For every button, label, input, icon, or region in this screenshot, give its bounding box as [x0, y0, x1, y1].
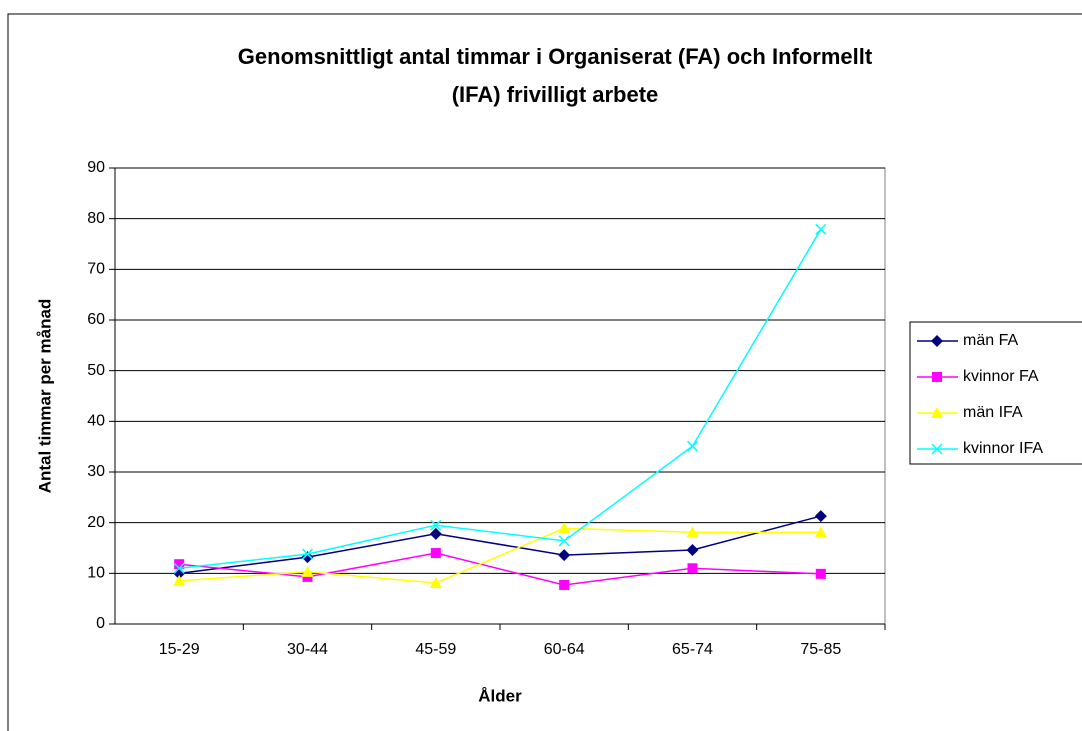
marker: [558, 549, 571, 562]
marker: [814, 510, 827, 523]
y-tick-label: 20: [87, 514, 105, 531]
marker: [430, 519, 442, 531]
marker: [815, 223, 827, 235]
x-tick-label: 60-64: [544, 641, 585, 658]
legend-box: [909, 321, 1082, 465]
marker: [429, 576, 442, 588]
legend-marker: [932, 372, 942, 382]
marker: [174, 559, 185, 570]
x-axis-title: Ålder: [478, 686, 522, 705]
marker: [814, 526, 827, 538]
marker: [173, 562, 185, 574]
marker: [301, 565, 314, 577]
marker: [686, 440, 699, 452]
legend-label: män IFA: [963, 404, 1023, 421]
legend-label: kvinnor IFA: [963, 440, 1043, 457]
y-tick-label: 70: [87, 261, 105, 278]
marker: [301, 548, 314, 560]
y-tick-label: 30: [87, 463, 105, 480]
marker: [558, 522, 571, 534]
marker: [302, 571, 313, 582]
chart-title: Genomsnittligt antal timmar i Organisera…: [238, 44, 873, 69]
x-tick-label: 65-74: [672, 641, 713, 658]
y-tick-label: 10: [87, 565, 105, 582]
legend-marker: [931, 443, 943, 455]
plot-area: [114, 167, 886, 625]
y-tick-label: 40: [87, 413, 105, 430]
series-line: [179, 228, 822, 570]
marker: [430, 548, 441, 559]
x-tick-label: 45-59: [415, 641, 456, 658]
y-tick-label: 90: [87, 159, 105, 176]
series-line: [179, 552, 821, 586]
marker: [429, 527, 442, 540]
marker: [815, 568, 826, 579]
marker: [686, 544, 699, 557]
y-tick-label: 80: [87, 210, 105, 227]
y-tick-label: 0: [96, 615, 105, 632]
x-tick-label: 15-29: [159, 641, 200, 658]
chart-title: (IFA) frivilligt arbete: [452, 82, 659, 107]
series-line: [179, 527, 821, 584]
marker: [687, 563, 698, 574]
marker: [686, 526, 699, 538]
series-line: [179, 515, 822, 575]
x-tick-label: 30-44: [287, 641, 328, 658]
y-tick-label: 50: [87, 362, 105, 379]
legend-label: kvinnor FA: [963, 368, 1039, 385]
marker: [559, 579, 570, 590]
legend-marker: [931, 335, 943, 347]
marker: [173, 574, 186, 586]
y-axis-title: Antal timmar per månad: [35, 299, 54, 494]
legend-label: män FA: [963, 332, 1018, 349]
legend-marker: [931, 407, 943, 418]
marker: [558, 535, 570, 547]
x-tick-label: 75-85: [800, 641, 841, 658]
y-tick-label: 60: [87, 311, 105, 328]
